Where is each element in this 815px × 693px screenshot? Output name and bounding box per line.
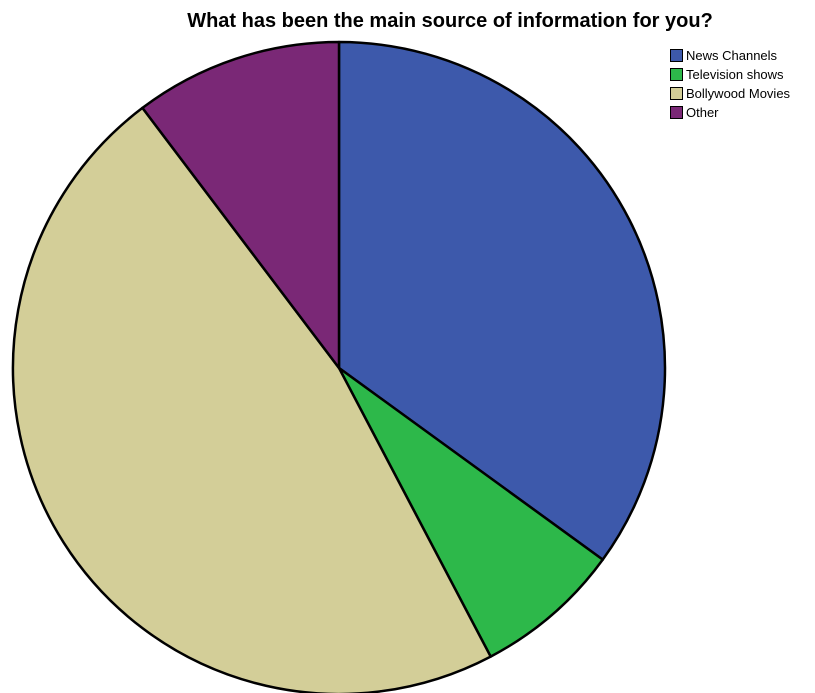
legend-swatch-news-channels xyxy=(670,49,683,62)
legend: News Channels Television shows Bollywood… xyxy=(670,46,790,122)
pie-slice-bollywood-movies xyxy=(11,106,492,693)
legend-item-bollywood-movies: Bollywood Movies xyxy=(670,84,790,103)
legend-swatch-television-shows xyxy=(670,68,683,81)
legend-item-television-shows: Television shows xyxy=(670,65,790,84)
legend-label-bollywood-movies: Bollywood Movies xyxy=(686,86,791,101)
legend-swatch-bollywood-movies xyxy=(670,87,683,100)
pie-slice-other xyxy=(141,40,341,370)
chart-title: What has been the main source of informa… xyxy=(187,10,713,32)
legend-item-news-channels: News Channels xyxy=(670,46,790,65)
legend-label-television-shows: Television shows xyxy=(686,67,784,82)
legend-label-news-channels: News Channels xyxy=(686,48,778,63)
legend-swatch-other xyxy=(670,106,683,119)
legend-label-other: Other xyxy=(686,105,719,120)
legend-item-other: Other xyxy=(670,103,790,122)
pie-slice-news-channels xyxy=(337,40,667,561)
pie-slice-television-shows xyxy=(337,366,604,658)
